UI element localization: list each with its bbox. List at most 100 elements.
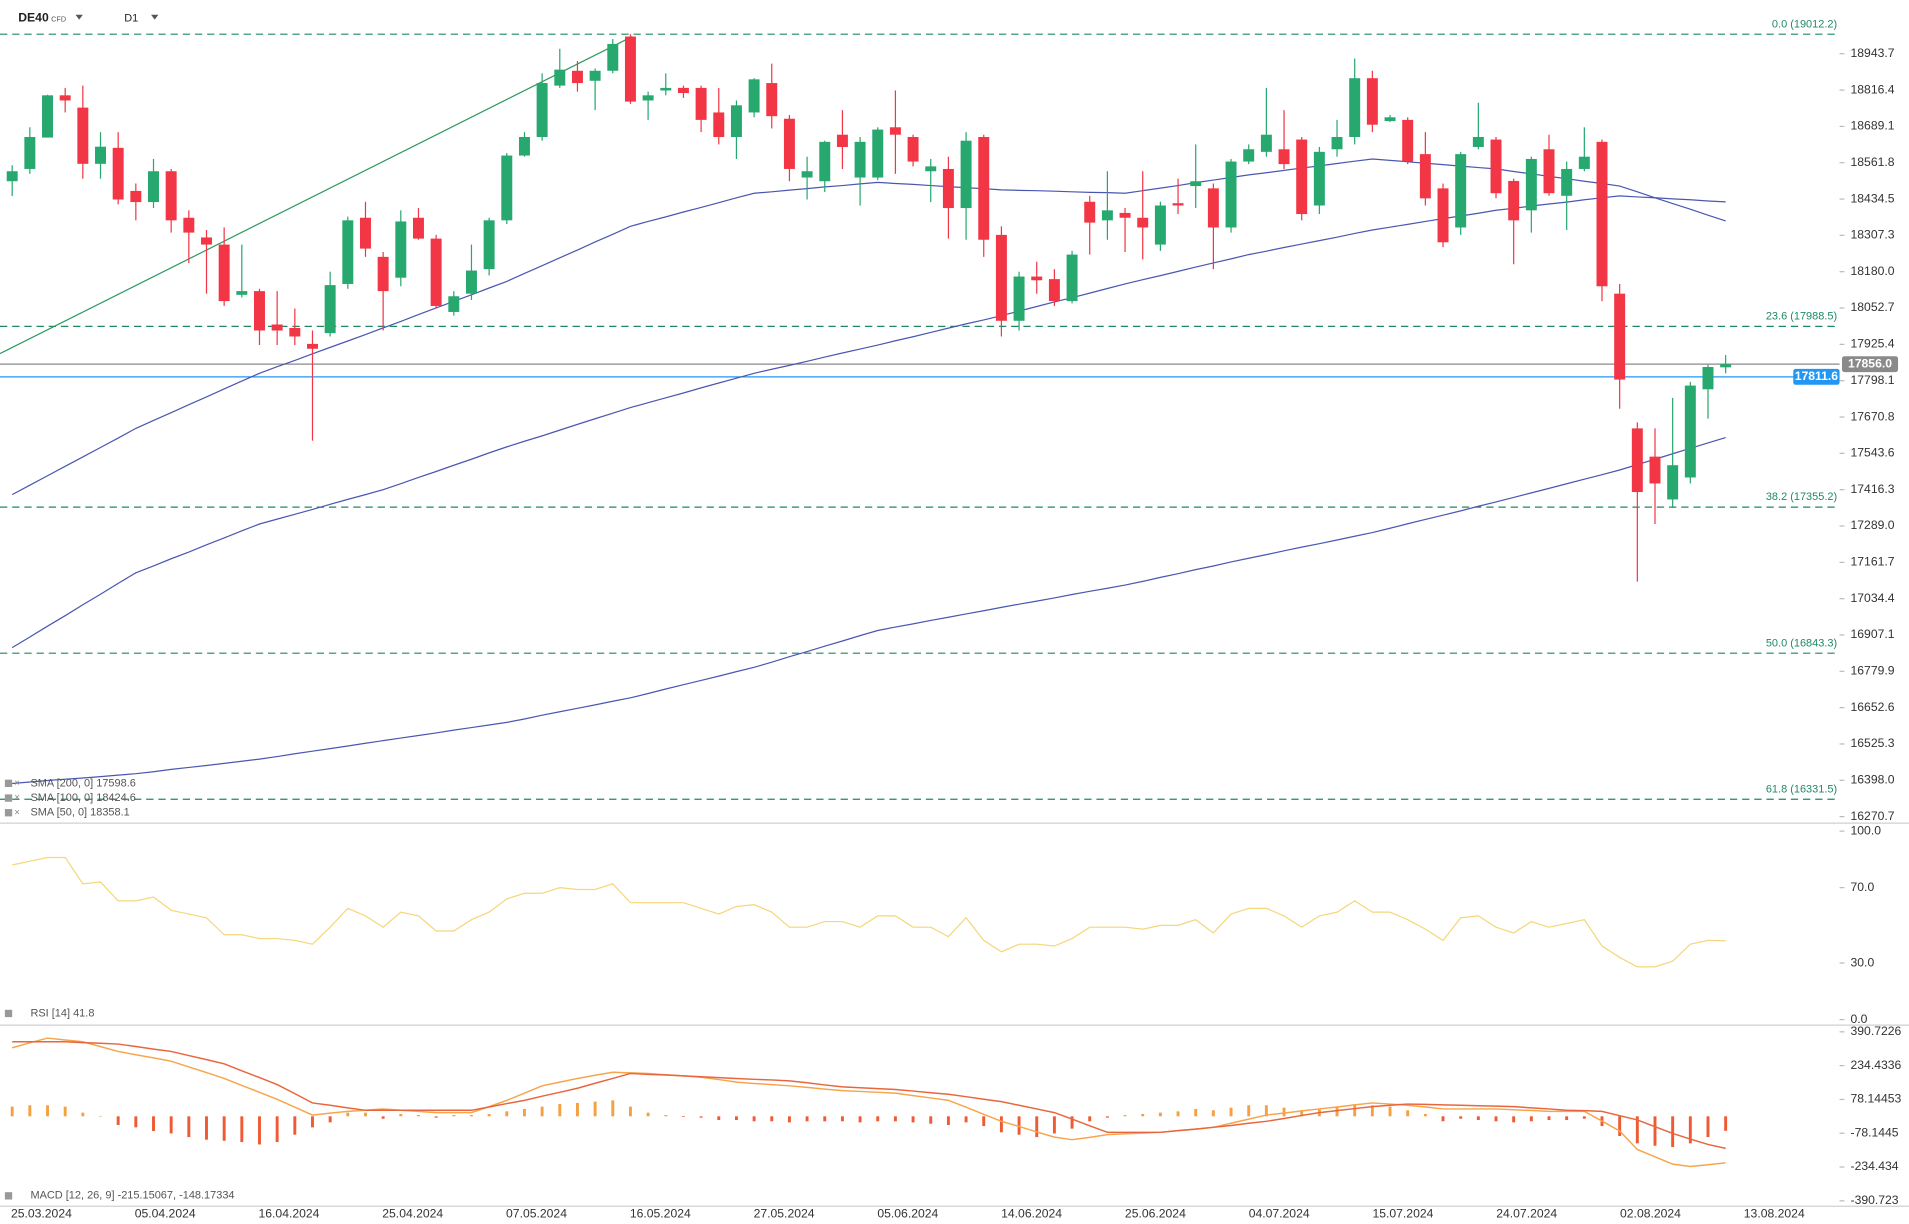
- histogram-bar: [1353, 1103, 1357, 1117]
- histogram-bar: [593, 1101, 597, 1117]
- candle-body: [872, 129, 884, 178]
- candle-body: [1720, 364, 1732, 368]
- histogram-bar: [152, 1116, 155, 1132]
- histogram-bar: [46, 1105, 49, 1117]
- macd-line: [12, 1041, 1726, 1150]
- x-tick-label: 02.08.2024: [1620, 1206, 1681, 1220]
- histogram-bar: [1070, 1116, 1074, 1129]
- legend-icon: [4, 1009, 13, 1018]
- candle-body: [1137, 217, 1149, 228]
- histogram-bar: [752, 1116, 756, 1122]
- candle-body: [1260, 134, 1272, 152]
- y-tick-label: 18816.4: [1851, 82, 1895, 96]
- candle-body: [1684, 385, 1696, 478]
- histogram-bar: [876, 1116, 880, 1122]
- histogram-bar: [28, 1105, 32, 1117]
- histogram-bar: [929, 1116, 933, 1124]
- histogram-bar: [823, 1116, 827, 1122]
- histogram-bar: [1229, 1107, 1233, 1117]
- y-tick-label: 18180.0: [1851, 264, 1895, 278]
- candle-body: [1225, 161, 1237, 228]
- x-tick-label: 24.07.2024: [1496, 1206, 1557, 1220]
- y-tick-label: 0.0: [1851, 1012, 1868, 1026]
- y-tick-label: 17670.8: [1851, 409, 1895, 423]
- histogram-bar: [1406, 1110, 1410, 1117]
- y-tick-label: 18307.3: [1851, 228, 1895, 242]
- legend-label: SMA [100, 0] 18424.6: [30, 792, 135, 804]
- legend-icon: [4, 1192, 13, 1200]
- candle-body: [995, 234, 1007, 321]
- candle-body: [6, 171, 18, 182]
- candle-body: [1154, 205, 1166, 245]
- candle-body: [1207, 188, 1219, 228]
- candle-body: [1243, 149, 1255, 162]
- y-tick-label: 16779.9: [1851, 663, 1895, 677]
- candle-body: [289, 327, 301, 337]
- histogram-bar: [1494, 1116, 1498, 1122]
- histogram-bar: [1547, 1116, 1551, 1121]
- y-tick-label: 16652.6: [1851, 700, 1895, 714]
- y-tick-label: 18943.7: [1851, 46, 1895, 60]
- histogram-bar: [628, 1106, 632, 1117]
- histogram-bar: [805, 1116, 809, 1122]
- y-tick-label: 17289.0: [1851, 518, 1895, 532]
- histogram-bar: [205, 1116, 208, 1140]
- candle-body: [624, 36, 636, 102]
- histogram-bar: [982, 1116, 986, 1127]
- y-tick-label: -78.1445: [1851, 1125, 1899, 1139]
- histogram-bar: [681, 1116, 685, 1117]
- candle-body: [236, 291, 248, 295]
- histogram-bar: [1088, 1116, 1092, 1122]
- histogram-bar: [1105, 1116, 1109, 1118]
- histogram-bar: [558, 1103, 562, 1117]
- timeframe-dropdown[interactable]: [151, 14, 159, 20]
- candle-body: [430, 238, 442, 306]
- candle-body: [607, 43, 619, 71]
- histogram-bar: [787, 1116, 791, 1123]
- sma-line: [11, 158, 1726, 496]
- candle-body: [1384, 117, 1396, 122]
- x-tick-label: 05.04.2024: [135, 1206, 196, 1220]
- histogram-bar: [664, 1115, 668, 1117]
- histogram-bar: [346, 1112, 350, 1117]
- candle-body: [554, 69, 566, 86]
- histogram-bar: [1653, 1116, 1657, 1146]
- y-tick-label: 16525.3: [1851, 736, 1895, 750]
- histogram-bar: [1529, 1116, 1533, 1122]
- candle-body: [95, 146, 106, 164]
- legend-label: SMA [50, 0] 18358.1: [30, 807, 129, 819]
- candle-body: [1702, 367, 1714, 390]
- trend-line: [0, 35, 633, 355]
- candle-body: [1084, 201, 1096, 223]
- histogram-bar: [222, 1116, 226, 1141]
- candle-body: [1066, 254, 1078, 302]
- histogram-bar: [522, 1108, 526, 1117]
- symbol-dropdown[interactable]: [75, 14, 83, 20]
- candle-body: [112, 147, 124, 200]
- histogram-bar: [1423, 1113, 1427, 1117]
- x-tick-label: 16.04.2024: [259, 1206, 320, 1220]
- candle-body: [1596, 141, 1608, 287]
- y-tick-label: 17416.3: [1851, 482, 1895, 496]
- candle-body: [1331, 136, 1343, 150]
- indicator-label: RSI [14] 41.8: [30, 1007, 94, 1019]
- histogram-bar: [540, 1106, 544, 1117]
- indicator-line: [12, 856, 1726, 968]
- histogram-bar: [1194, 1108, 1198, 1117]
- x-tick-label: 15.07.2024: [1372, 1206, 1433, 1220]
- candle-body: [1455, 154, 1467, 228]
- timeframe[interactable]: D1: [124, 12, 138, 24]
- histogram-bar: [1512, 1116, 1516, 1123]
- candle-body: [889, 127, 901, 135]
- candle-body: [501, 155, 513, 221]
- histogram-bar: [258, 1116, 261, 1145]
- x-tick-label: 25.06.2024: [1125, 1206, 1186, 1220]
- histogram-bar: [81, 1112, 85, 1117]
- candle-body: [448, 296, 460, 312]
- histogram-bar: [770, 1116, 774, 1122]
- candle-body: [854, 141, 866, 178]
- candle-body: [907, 136, 919, 162]
- symbol[interactable]: DE40: [18, 11, 49, 25]
- candle-body: [183, 217, 195, 233]
